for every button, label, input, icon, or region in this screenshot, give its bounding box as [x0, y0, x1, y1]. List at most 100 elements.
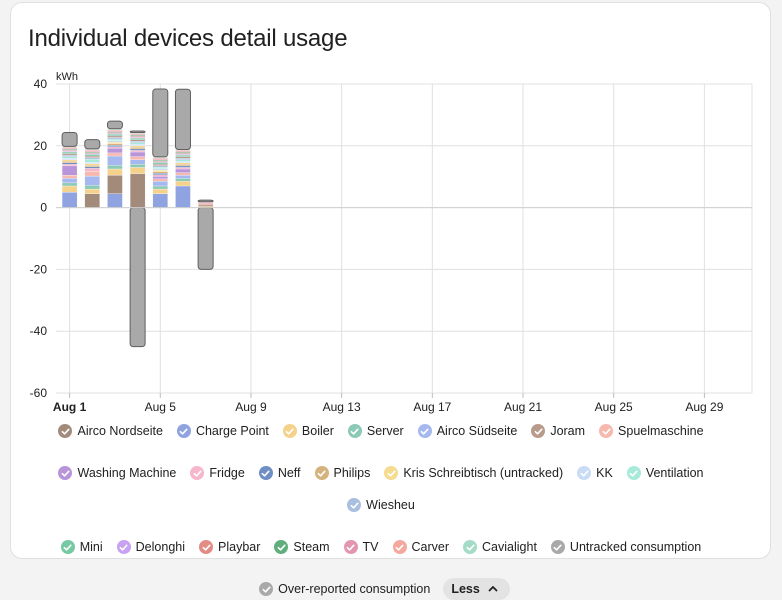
- legend-item[interactable]: Untracked consumption: [550, 536, 701, 558]
- legend-item[interactable]: Wiesheu: [347, 494, 415, 516]
- legend-item[interactable]: KK: [577, 462, 613, 484]
- bar-segment: [129, 150, 146, 153]
- x-tick-label: Aug 1: [53, 400, 87, 414]
- bar-segment: [84, 168, 100, 172]
- y-tick-label: -20: [30, 262, 48, 276]
- legend-item[interactable]: Ventilation: [626, 462, 704, 484]
- bar-segment: [84, 162, 100, 164]
- legend-item[interactable]: Joram: [531, 420, 585, 442]
- x-tick-label: Aug 25: [595, 400, 633, 414]
- legend-item[interactable]: Steam: [274, 536, 330, 558]
- less-button[interactable]: Less: [443, 578, 510, 600]
- bar-segment: [152, 171, 168, 174]
- legend-item[interactable]: Mini: [60, 536, 103, 558]
- bar-segment: [107, 165, 123, 170]
- bar-segment: [152, 173, 168, 175]
- bar-segment: [84, 171, 100, 177]
- bar-segment: [152, 188, 168, 194]
- bar-segment: [175, 165, 191, 168]
- legend-item[interactable]: Carver: [392, 536, 449, 558]
- bar-segment: [129, 139, 146, 142]
- bar-segment: [84, 158, 100, 163]
- legend-item[interactable]: Cavialight: [463, 536, 537, 558]
- bar-segment: [152, 181, 168, 187]
- bar-segment: [129, 142, 146, 145]
- bar-segment: [152, 166, 168, 169]
- bar-segment: [61, 154, 78, 157]
- bar-segment: [152, 185, 168, 190]
- bar-segment: [129, 207, 146, 348]
- legend-label: Ventilation: [645, 466, 704, 480]
- legend-item[interactable]: Neff: [258, 462, 301, 484]
- bar-segment: [175, 158, 191, 160]
- bar-segment: [107, 140, 123, 143]
- bar-segment: [61, 178, 78, 184]
- legend-label: Over-reported consumption: [278, 582, 431, 596]
- checkmark-icon: [258, 466, 273, 480]
- bar-segment: [107, 134, 123, 137]
- y-tick-label: 20: [34, 139, 48, 153]
- legend-item[interactable]: Boiler: [282, 420, 334, 442]
- bar-segment: [107, 137, 123, 140]
- checkmark-icon: [60, 540, 75, 554]
- y-tick-label: 0: [40, 201, 47, 215]
- bar-segment: [152, 165, 168, 168]
- legend-item[interactable]: Server: [347, 420, 404, 442]
- checkmark-icon: [199, 540, 213, 554]
- legend-item[interactable]: Over-reported consumption: [259, 578, 430, 600]
- bar-segment: [61, 185, 78, 193]
- bar-segment: [152, 176, 168, 180]
- legend-item[interactable]: Philips: [314, 462, 370, 484]
- bar-segment: [175, 172, 191, 176]
- x-tick-label: Aug 17: [413, 400, 451, 414]
- checkmark-icon: [550, 540, 565, 554]
- checkmark-icon: [626, 466, 641, 480]
- checkmark-icon: [314, 466, 329, 480]
- legend-item[interactable]: Delonghi: [116, 536, 185, 558]
- checkmark-icon: [347, 498, 362, 512]
- bar-segment: [107, 141, 123, 144]
- legend-item[interactable]: Washing Machine: [58, 462, 176, 484]
- bar-segment: [84, 139, 101, 150]
- legend-label: Washing Machine: [77, 466, 177, 480]
- y-tick-label: -60: [30, 386, 48, 400]
- bar-segment: [175, 168, 191, 173]
- legend-label: Airco Südseite: [436, 424, 518, 438]
- legend-label: Wiesheu: [366, 498, 415, 512]
- checkmark-icon: [392, 540, 407, 554]
- checkmark-icon: [116, 540, 131, 554]
- legend-item[interactable]: Airco Südseite: [417, 420, 518, 442]
- x-tick-label: Aug 13: [323, 400, 361, 414]
- bar-segment: [84, 193, 100, 208]
- legend-label: Cavialight: [482, 540, 537, 554]
- legend-item[interactable]: Fridge: [190, 462, 245, 484]
- checkmark-icon: [58, 424, 73, 438]
- bar-segment: [61, 158, 78, 160]
- legend-item[interactable]: Playbar: [199, 536, 260, 558]
- legend-item[interactable]: Charge Point: [176, 420, 269, 442]
- bar-segment: [129, 144, 146, 146]
- bar-segment: [107, 138, 123, 141]
- bar-segment: [84, 163, 100, 166]
- bar-segment: [61, 175, 78, 179]
- bar-segment: [84, 157, 100, 160]
- checkmark-icon: [417, 424, 432, 438]
- bar-segment: [175, 154, 191, 157]
- legend-item[interactable]: TV: [343, 536, 379, 558]
- bar-segment: [107, 148, 123, 154]
- bar-segment: [129, 130, 146, 134]
- y-tick-label: 40: [34, 77, 48, 91]
- bar-segment: [107, 152, 123, 157]
- bar-segment: [129, 151, 146, 157]
- bar-segment: [61, 191, 78, 208]
- checkmark-icon: [577, 466, 592, 480]
- legend-item[interactable]: Airco Nordseite: [58, 420, 163, 442]
- legend-label: Mini: [79, 540, 103, 554]
- legend-label: Fridge: [209, 466, 245, 480]
- bar-segment: [129, 164, 146, 168]
- bar-segment: [129, 145, 146, 148]
- legend-item[interactable]: Spuelmaschine: [599, 420, 704, 442]
- bar-segment: [129, 156, 146, 160]
- bar-segment: [107, 193, 123, 208]
- legend-item[interactable]: Kris Schreibtisch (untracked): [384, 462, 563, 484]
